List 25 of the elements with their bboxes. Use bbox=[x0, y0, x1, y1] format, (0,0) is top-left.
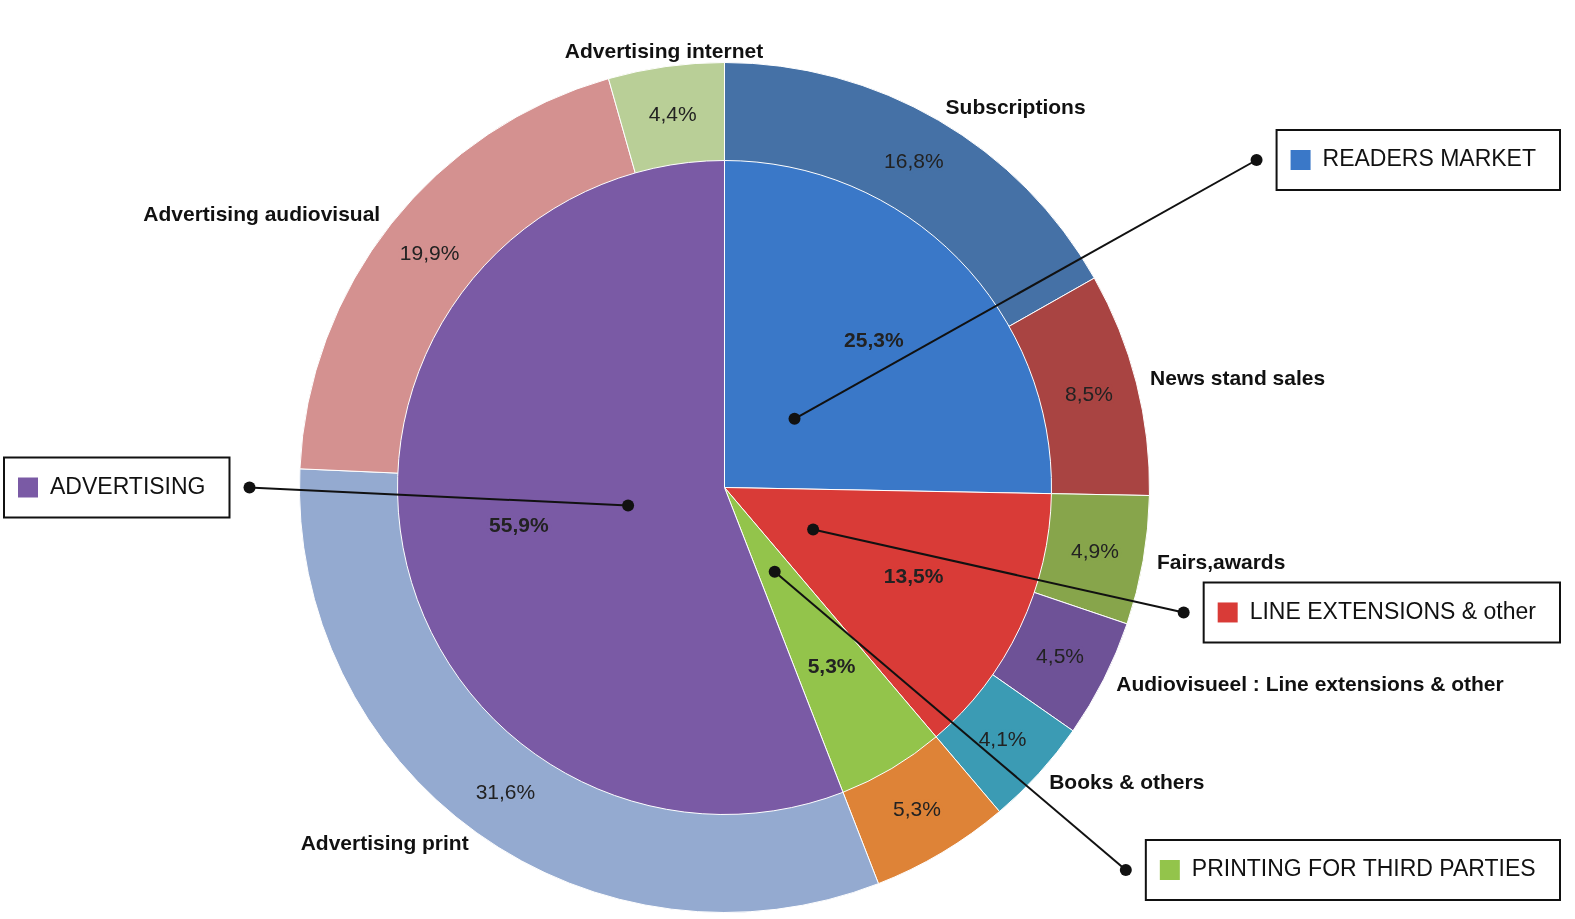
data-label: 19,9% bbox=[399, 241, 460, 265]
legend-label: LINE EXTENSIONS & other bbox=[1249, 597, 1537, 624]
slice-label: Advertising internet bbox=[564, 39, 764, 63]
legend-label: READERS MARKET bbox=[1322, 145, 1537, 172]
slice-label: Subscriptions bbox=[945, 95, 1086, 119]
slice-label: Fairs,awards bbox=[1156, 549, 1286, 573]
data-label: 4,5% bbox=[1036, 643, 1084, 667]
legend-label: ADVERTISING bbox=[50, 472, 206, 499]
data-label: 5,3% bbox=[807, 654, 856, 678]
data-label: 5,3% bbox=[892, 797, 941, 821]
data-label: 4,1% bbox=[978, 727, 1027, 751]
slice-label: News stand sales bbox=[1150, 366, 1326, 390]
data-label: 4,4% bbox=[648, 101, 697, 125]
data-label: 25,3% bbox=[844, 327, 904, 351]
data-label: 55,9% bbox=[489, 512, 549, 536]
data-label: 4,9% bbox=[1070, 538, 1119, 562]
slice-label: Advertising print bbox=[300, 831, 469, 855]
data-label: 16,8% bbox=[884, 149, 944, 173]
slice-label: Audiovisueel : Line extensions & other bbox=[1116, 672, 1504, 696]
data-label: 31,6% bbox=[475, 779, 536, 803]
slice-label: Books & others bbox=[1049, 769, 1205, 793]
legend-label: PRINTING FOR THIRD PARTIES bbox=[1191, 855, 1536, 882]
slice-label: Advertising audiovisual bbox=[143, 201, 381, 225]
data-label: 13,5% bbox=[883, 564, 944, 587]
data-label: 8,5% bbox=[1065, 381, 1113, 405]
